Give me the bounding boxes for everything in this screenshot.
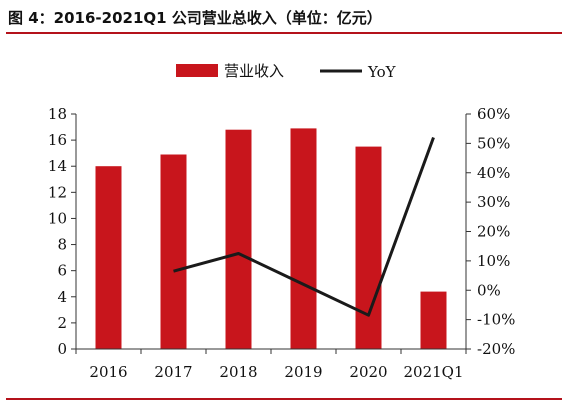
- left-tick-label: 2: [57, 314, 67, 332]
- bar-2020: [356, 147, 382, 349]
- right-tick-label: 20%: [477, 223, 510, 241]
- right-tick-label: -20%: [477, 340, 515, 358]
- left-tick-label: 10: [48, 209, 67, 227]
- right-tick-label: 0%: [477, 281, 501, 299]
- bar-2019: [291, 128, 317, 349]
- bar-2018: [226, 130, 252, 349]
- bar-2021Q1: [421, 292, 447, 349]
- legend-line-label: YoY: [367, 63, 397, 81]
- x-tick-label-2016: 2016: [89, 363, 127, 381]
- left-tick-label: 6: [57, 262, 67, 280]
- right-tick-label: 40%: [477, 164, 510, 182]
- right-tick-label: -10%: [477, 311, 515, 329]
- right-tick-label: 10%: [477, 252, 510, 270]
- left-tick-label: 4: [57, 288, 67, 306]
- x-tick-label-2019: 2019: [284, 363, 322, 381]
- left-tick-label: 12: [48, 183, 67, 201]
- right-tick-label: 60%: [477, 105, 510, 123]
- right-tick-label: 30%: [477, 193, 510, 211]
- left-tick-label: 18: [48, 105, 67, 123]
- left-tick-label: 16: [48, 131, 67, 149]
- left-tick-label: 8: [57, 236, 67, 254]
- x-tick-label-2020: 2020: [349, 363, 387, 381]
- x-tick-label-2017: 2017: [154, 363, 192, 381]
- right-tick-label: 50%: [477, 134, 510, 152]
- bar-2017: [161, 155, 187, 350]
- legend: 营业收入 YoY: [176, 62, 397, 81]
- x-tick-label-2021Q1: 2021Q1: [403, 363, 463, 381]
- legend-bar-label: 营业收入: [224, 62, 284, 80]
- left-tick-label: 0: [57, 340, 67, 358]
- bar-2016: [96, 166, 122, 349]
- x-tick-label-2018: 2018: [219, 363, 257, 381]
- bottom-rule: [6, 398, 562, 400]
- bar-series: [96, 128, 447, 349]
- left-tick-label: 14: [48, 157, 67, 175]
- legend-bar-swatch: [176, 64, 218, 77]
